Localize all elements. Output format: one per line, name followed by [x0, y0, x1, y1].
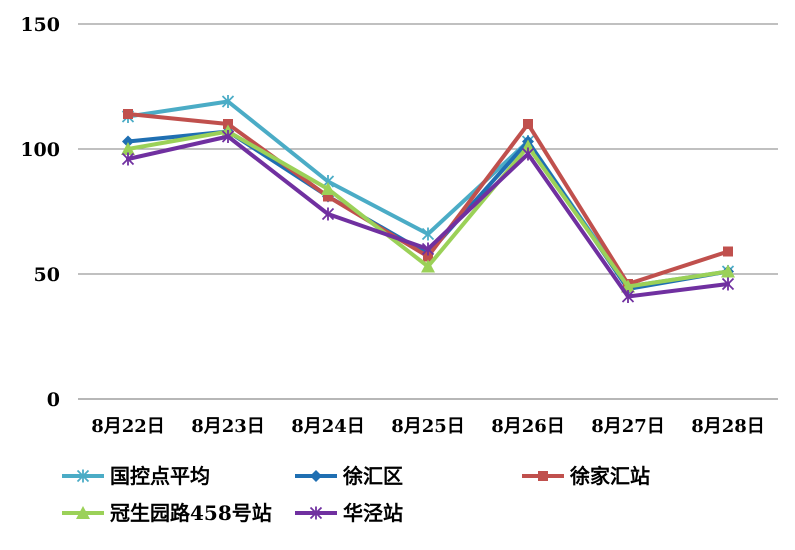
- legend-marker: [76, 469, 90, 483]
- legend-marker: [310, 470, 322, 482]
- data-point: [323, 191, 333, 202]
- legend-item: 华泾站: [295, 501, 403, 525]
- data-point: [723, 246, 733, 257]
- data-point: [421, 242, 435, 256]
- grid-layer: [78, 23, 778, 400]
- x-axis-ticks: 8月22日 8月23日 8月24日 8月25日 8月26日 8月27日 8月28日: [91, 416, 765, 437]
- y-tick-label: 100: [20, 139, 60, 161]
- legend-label: 徐汇区: [342, 464, 403, 488]
- legend-label: 冠生园路458号站: [110, 501, 272, 525]
- data-point: [523, 119, 533, 129]
- data-point: [321, 182, 335, 195]
- legend-item: 冠生园路458号站: [62, 501, 272, 525]
- data-point: [122, 135, 134, 148]
- data-point: [521, 147, 535, 161]
- data-point: [423, 251, 433, 262]
- series-layer: [121, 95, 735, 303]
- legend-item: 徐家汇站: [522, 464, 650, 488]
- data-point: [221, 130, 235, 143]
- legend-item: 徐汇区: [295, 464, 403, 488]
- y-tick-label: 0: [47, 389, 60, 411]
- legend-label: 华泾站: [343, 501, 403, 525]
- legend-label: 徐家汇站: [569, 464, 650, 488]
- legend-label: 国控点平均: [110, 464, 210, 488]
- x-tick-label: 8月23日: [191, 416, 265, 437]
- y-tick-label: 50: [34, 264, 60, 286]
- legend-marker: [538, 471, 548, 481]
- data-point: [121, 152, 135, 166]
- data-point: [121, 142, 135, 155]
- data-point: [621, 290, 635, 303]
- x-tick-label: 8月27日: [591, 416, 665, 437]
- series-5: [121, 130, 735, 303]
- x-tick-label: 8月22日: [91, 416, 165, 437]
- x-tick-label: 8月28日: [691, 416, 765, 437]
- legend-marker: [309, 506, 323, 520]
- x-tick-label: 8月25日: [391, 416, 465, 437]
- y-axis-ticks: 0 50 100 150: [20, 14, 60, 411]
- x-tick-label: 8月26日: [491, 416, 565, 437]
- data-point: [223, 119, 233, 129]
- x-tick-label: 8月24日: [291, 416, 365, 437]
- y-tick-label: 150: [20, 14, 60, 36]
- data-point: [221, 95, 235, 108]
- legend-item: 国控点平均: [62, 464, 210, 488]
- data-point: [721, 277, 735, 291]
- data-point: [721, 264, 735, 278]
- data-point: [421, 227, 435, 241]
- data-point: [421, 259, 435, 273]
- legend-marker: [76, 506, 90, 519]
- data-point: [321, 207, 335, 221]
- series-4: [121, 124, 735, 293]
- data-point: [123, 109, 133, 119]
